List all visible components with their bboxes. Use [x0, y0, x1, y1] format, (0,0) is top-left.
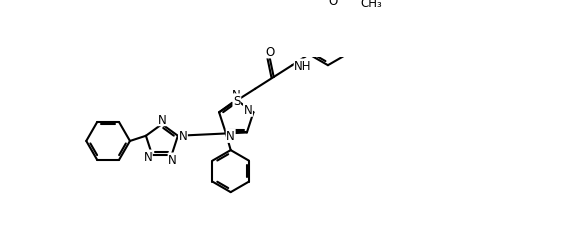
Text: N: N [144, 151, 152, 163]
Text: CH₃: CH₃ [361, 0, 383, 10]
Text: N: N [168, 153, 177, 166]
Text: N: N [244, 104, 253, 117]
Text: N: N [232, 89, 241, 102]
Text: N: N [158, 113, 166, 126]
Text: S: S [233, 94, 240, 108]
Text: N: N [179, 130, 188, 143]
Text: NH: NH [294, 60, 312, 73]
Text: O: O [328, 0, 337, 7]
Text: O: O [265, 46, 274, 58]
Text: N: N [226, 130, 235, 143]
